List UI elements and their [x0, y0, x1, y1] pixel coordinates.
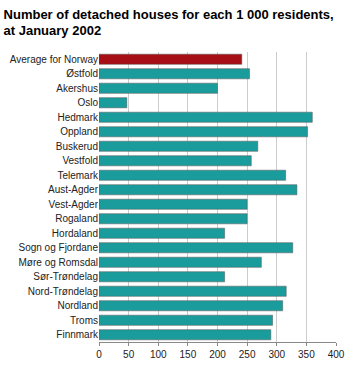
svg-text:100: 100	[150, 349, 167, 360]
svg-text:Number of detached houses for: Number of detached houses for each 1 000…	[4, 7, 334, 39]
svg-text:Akershus: Akershus	[56, 83, 98, 94]
svg-text:200: 200	[209, 349, 226, 360]
svg-text:Oppland: Oppland	[60, 126, 98, 137]
svg-text:50: 50	[123, 349, 135, 360]
svg-text:Sør-Trøndelag: Sør-Trøndelag	[33, 271, 98, 282]
svg-text:400: 400	[328, 349, 345, 360]
svg-text:Møre og Romsdal: Møre og Romsdal	[19, 257, 98, 268]
svg-text:Buskerud: Buskerud	[56, 141, 98, 152]
svg-text:Telemark: Telemark	[57, 170, 99, 181]
svg-text:Hordaland: Hordaland	[52, 228, 98, 239]
svg-text:350: 350	[298, 349, 315, 360]
svg-text:250: 250	[239, 349, 256, 360]
svg-text:Finnmark: Finnmark	[56, 329, 99, 340]
svg-text:Sogn og Fjordane: Sogn og Fjordane	[18, 242, 98, 253]
svg-text:Rogaland: Rogaland	[55, 213, 98, 224]
svg-text:300: 300	[268, 349, 285, 360]
svg-text:Average for Norway: Average for Norway	[10, 54, 98, 65]
svg-text:Oslo: Oslo	[77, 97, 98, 108]
svg-text:Aust-Agder: Aust-Agder	[48, 184, 99, 195]
svg-text:Hedmark: Hedmark	[57, 112, 99, 123]
svg-text:Østfold: Østfold	[66, 68, 98, 79]
svg-text:150: 150	[180, 349, 197, 360]
svg-text:Nordland: Nordland	[57, 300, 98, 311]
svg-text:Vestfold: Vestfold	[62, 155, 98, 166]
svg-text:Nord-Trøndelag: Nord-Trøndelag	[28, 286, 98, 297]
svg-text:Troms: Troms	[70, 315, 98, 326]
svg-text:0: 0	[96, 349, 102, 360]
svg-text:Vest-Agder: Vest-Agder	[49, 199, 99, 210]
